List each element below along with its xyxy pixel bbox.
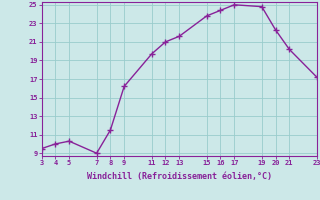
X-axis label: Windchill (Refroidissement éolien,°C): Windchill (Refroidissement éolien,°C) — [87, 172, 272, 181]
